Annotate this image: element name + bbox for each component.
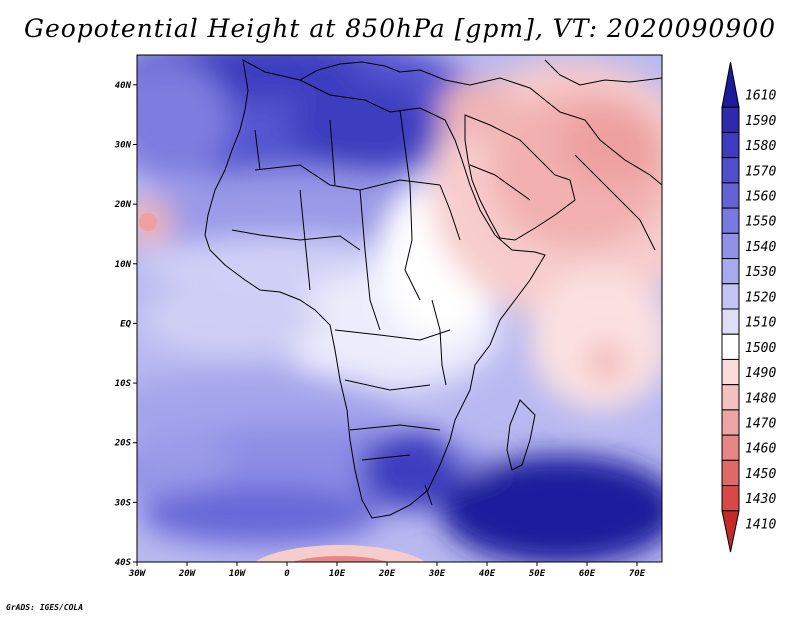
lat-tick-label: 40N [115, 81, 132, 91]
lon-tick-label: 0 [284, 569, 290, 579]
colorbar-swatch [721, 182, 740, 209]
colorbar-label: 1450 [745, 467, 776, 482]
colorbar-swatch [721, 358, 740, 386]
map-title: Geopotential Height at 850hPa [gpm], VT:… [23, 14, 777, 43]
lon-tick-label: 40E [479, 569, 496, 579]
colorbar-swatch [721, 232, 740, 260]
lat-tick-label: 10S [115, 379, 132, 389]
lat-tick-label: 40S [115, 558, 132, 568]
map-frame [136, 54, 663, 563]
lon-tick-label: 30W [128, 569, 147, 579]
lat-tick-label: EQ [120, 319, 131, 329]
lon-tick-label: 10W [229, 569, 247, 579]
colorbar-label: 1430 [745, 492, 776, 507]
colorbar-swatch [721, 333, 740, 360]
colorbar-label: 1610 [745, 89, 776, 104]
colorbar-label: 1580 [745, 139, 776, 154]
colorbar-swatch [721, 434, 740, 461]
colorbar-swatch [721, 384, 740, 411]
colorbar-swatch [721, 510, 740, 553]
colorbar-label: 1480 [745, 391, 776, 406]
colorbar-swatch [721, 485, 740, 512]
coastlines [204, 59, 662, 519]
colorbar-label: 1470 [745, 417, 776, 432]
lon-tick-label: 10E [329, 569, 346, 579]
colorbar-swatch [721, 459, 740, 487]
colorbar-label: 1410 [745, 517, 776, 532]
colorbar-label: 1490 [745, 366, 776, 381]
lat-tick-label: 30S [114, 498, 132, 508]
grads-credit: GrADS: IGES/COLA [6, 603, 84, 612]
colorbar: 1610 1590 1580 1570 1560 1550 1540 1530 1520 1510… [721, 61, 776, 553]
lon-tick-label: 20W [178, 569, 197, 579]
colorbar-swatch [721, 308, 740, 335]
colorbar-swatch [721, 409, 740, 436]
colorbar-swatch [721, 61, 740, 108]
lat-tick-label: 10N [115, 260, 132, 270]
colorbar-label: 1550 [745, 215, 776, 230]
colorbar-label: 1500 [745, 341, 776, 356]
colorbar-swatch [721, 207, 740, 234]
colorbar-swatch [721, 106, 740, 133]
lat-tick-label: 20N [114, 200, 132, 210]
height-field [137, 55, 662, 562]
lon-tick-label: 30E [428, 569, 446, 579]
lon-tick-label: 20E [378, 569, 396, 579]
colorbar-swatch [721, 157, 740, 184]
longitude-axis: 30W 20W 10W 0 10E 20E 30E 40E 50E 60E 70E [128, 562, 646, 579]
colorbar-label: 1530 [745, 265, 776, 280]
lon-tick-label: 60E [579, 569, 596, 579]
latitude-axis: 40N 30N 20N 10N EQ 10S 20S 30S 40S [114, 81, 137, 568]
colorbar-swatch [721, 258, 740, 285]
lat-tick-label: 30N [114, 140, 132, 150]
lon-tick-label: 50E [529, 569, 546, 579]
colorbar-label: 1460 [745, 442, 776, 457]
colorbar-swatch [721, 131, 740, 159]
lat-tick-label: 20S [114, 439, 132, 449]
colorbar-label: 1540 [745, 240, 776, 255]
colorbar-label: 1570 [745, 164, 776, 179]
colorbar-label: 1590 [745, 114, 776, 129]
lon-tick-label: 70E [629, 569, 646, 579]
colorbar-label: 1510 [745, 316, 776, 331]
colorbar-label: 1520 [745, 290, 776, 305]
colorbar-swatch [721, 283, 740, 310]
colorbar-label: 1560 [745, 190, 776, 205]
